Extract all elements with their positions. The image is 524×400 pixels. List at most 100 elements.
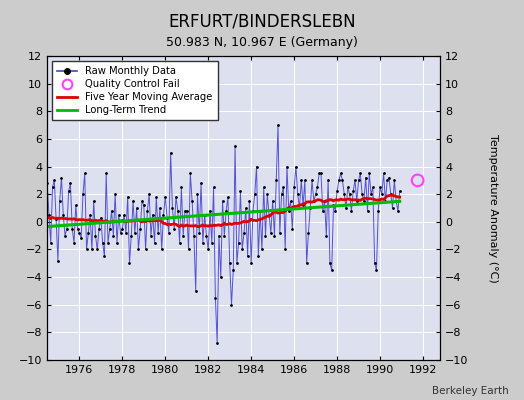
Point [90,198,98,204]
Point [231,143,239,149]
Point [363,208,372,214]
Point [340,191,348,197]
Point [240,230,248,236]
Point [413,177,422,184]
Point [362,174,370,181]
Point [50,177,59,184]
Point [279,184,288,190]
Point [319,208,327,214]
Point [159,212,168,218]
Point [213,340,221,347]
Point [281,246,289,253]
Point [234,239,243,246]
Text: ERFURT/BINDERSLEBN: ERFURT/BINDERSLEBN [168,12,356,30]
Point [111,191,119,197]
Point [379,170,388,177]
Point [365,170,374,177]
Point [306,205,314,211]
Point [233,260,241,266]
Point [333,188,341,195]
Point [339,177,347,184]
Point [86,212,94,218]
Point [70,239,78,246]
Point [250,191,259,197]
Point [73,226,82,232]
Point [48,184,57,190]
Point [358,191,366,197]
Point [258,246,266,253]
Point [392,198,400,204]
Point [182,208,191,214]
Point [336,170,345,177]
Point [296,205,304,211]
Point [299,202,307,208]
Point [301,177,309,184]
Point [202,232,211,239]
Point [374,208,383,214]
Point [61,232,69,239]
Point [147,232,155,239]
Point [215,232,223,239]
Point [150,239,159,246]
Point [276,230,284,236]
Text: Berkeley Earth: Berkeley Earth [432,386,508,396]
Point [168,205,177,211]
Point [118,226,126,232]
Point [274,122,282,128]
Point [311,191,320,197]
Point [263,191,271,197]
Point [388,205,397,211]
Point [387,191,395,197]
Point [254,253,263,260]
Point [193,191,202,197]
Point [216,274,225,280]
Point [176,239,184,246]
Point [356,170,365,177]
Point [292,163,300,170]
Point [320,198,329,204]
Point [394,208,402,214]
Point [315,170,323,177]
Point [113,239,121,246]
Point [227,302,236,308]
Point [134,246,143,253]
Point [115,212,123,218]
Point [106,226,114,232]
Point [249,208,257,214]
Point [167,150,175,156]
Point [143,208,151,214]
Point [208,239,216,246]
Point [317,170,325,177]
Point [68,226,77,232]
Point [129,198,137,204]
Point [63,226,71,232]
Point [219,198,227,204]
Point [236,188,245,195]
Point [326,260,334,266]
Point [124,194,132,200]
Point [347,208,356,214]
Point [313,184,322,190]
Point [109,232,117,239]
Point [181,208,189,214]
Point [229,267,237,273]
Point [52,216,60,222]
Point [156,205,164,211]
Point [141,246,150,253]
Point [351,177,359,184]
Point [66,180,74,186]
Point [138,198,146,204]
Point [47,239,55,246]
Point [297,177,305,184]
Point [81,170,89,177]
Point [367,191,375,197]
Point [302,260,311,266]
Point [72,202,80,208]
Point [38,191,46,197]
Point [197,180,205,186]
Point [91,232,100,239]
Point [204,246,212,253]
Point [385,174,393,181]
Legend: Raw Monthly Data, Quality Control Fail, Five Year Moving Average, Long-Term Tren: Raw Monthly Data, Quality Control Fail, … [52,61,217,120]
Point [349,188,357,195]
